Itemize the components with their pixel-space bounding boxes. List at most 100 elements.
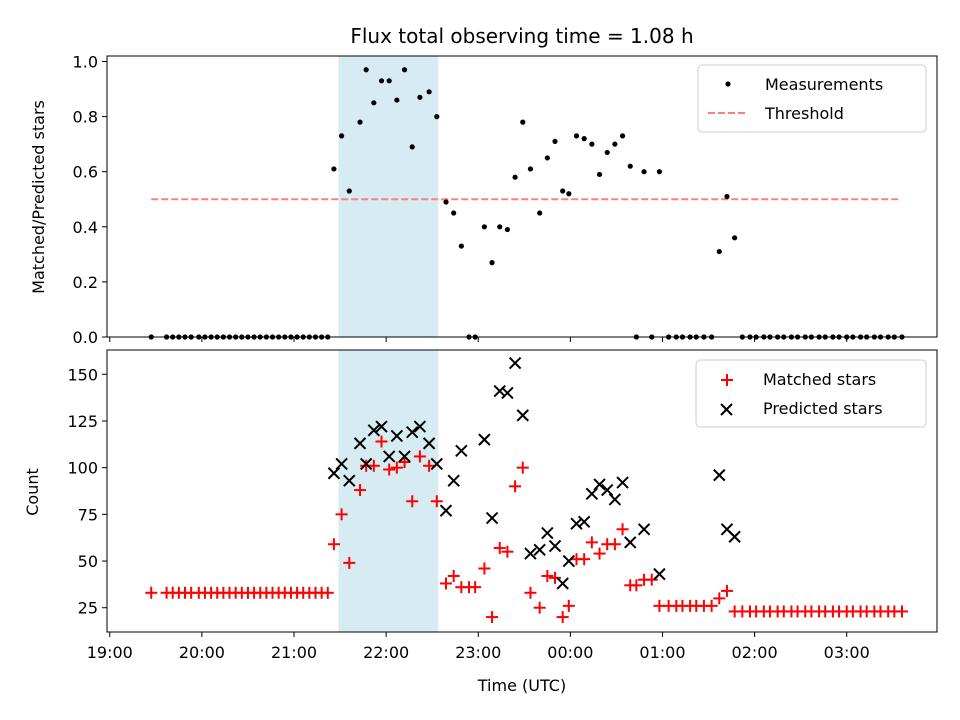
predicted-star-point — [398, 450, 411, 463]
predicted-star-point — [616, 476, 629, 489]
predicted-star-point — [493, 384, 506, 398]
measurement-point — [426, 89, 432, 95]
predicted-star-point — [624, 536, 637, 549]
matched-star-point — [630, 579, 643, 592]
predicted-star-point — [382, 450, 396, 463]
y-tick-label: 100 — [67, 459, 98, 478]
predicted-star-point — [406, 425, 419, 439]
measurement-point — [481, 224, 487, 230]
y-tick-label: 0.2 — [73, 273, 98, 292]
predicted-star-point — [570, 517, 583, 530]
matched-star-point — [585, 536, 598, 549]
bottom-legend-box — [695, 359, 927, 428]
measurement-point — [619, 133, 626, 139]
measurement-point — [363, 67, 369, 73]
x-axis-label: Time (UTC) — [477, 676, 566, 695]
predicted-star-point — [353, 437, 367, 450]
matched-star-point — [367, 459, 380, 472]
y-tick-label: 0.8 — [73, 108, 98, 127]
measurement-point — [489, 260, 495, 266]
y-tick-label: 150 — [67, 365, 98, 384]
measurement-point — [732, 235, 738, 241]
x-tick-label: 23:00 — [455, 643, 501, 662]
predicted-star-point — [562, 554, 576, 568]
matched-star-point — [354, 484, 367, 497]
matched-star-point — [398, 456, 411, 469]
top-x-axis-ticks — [109, 337, 848, 342]
bottom-x-axis-ticks: 19:00 20:00 21:00 22:00 23:00 00:00 01:00 02:00… — [87, 632, 870, 662]
y-tick-label: 25 — [78, 599, 98, 618]
predicted-star-point — [413, 420, 427, 433]
matched-star-point — [516, 461, 529, 474]
y-tick-label: 1.0 — [73, 53, 98, 72]
x-tick-label: 19:00 — [87, 643, 133, 662]
predicted-star-point — [585, 487, 599, 501]
predicted-star-point — [447, 474, 460, 487]
measurement-point — [497, 224, 503, 230]
matched-star-point — [562, 599, 575, 612]
predicted-star-point — [422, 437, 436, 450]
legend-label-predicted-stars: Predicted stars — [763, 399, 883, 418]
shaded-time-span — [338, 56, 439, 337]
predicted-star-point — [713, 468, 726, 482]
measurement-point — [527, 166, 534, 172]
measurement-point — [724, 193, 730, 200]
matched-star-point — [541, 569, 554, 582]
predicted-star-point — [359, 457, 373, 471]
matched-star-point — [705, 599, 718, 612]
predicted-star-point — [390, 429, 404, 443]
matched-star-point — [413, 450, 426, 463]
measurement-point — [371, 100, 377, 106]
measurement-point — [573, 133, 580, 139]
matched-star-point — [343, 556, 356, 569]
matched-star-point — [390, 461, 403, 474]
measurement-point — [434, 114, 440, 120]
x-tick-label: 03:00 — [824, 643, 870, 662]
bottom-legend: Matched stars Predicted stars — [695, 359, 927, 428]
measurement-point — [589, 141, 595, 147]
matched-star-point — [486, 611, 499, 624]
predicted-star-point — [439, 504, 453, 517]
measurement-point — [544, 155, 550, 161]
matched-star-point — [578, 553, 591, 566]
measurement-point — [716, 248, 722, 255]
predicted-star-point — [524, 547, 537, 560]
matched-star-point — [895, 605, 908, 618]
measurement-point — [394, 97, 400, 103]
top-y-axis-ticks: 0.0 0.2 0.4 0.6 0.8 1.0 — [73, 53, 107, 347]
predicted-star-point — [577, 515, 591, 529]
matched-star-point — [478, 562, 491, 575]
legend-label-matched-stars: Matched stars — [763, 370, 876, 389]
predicted-star-point — [508, 356, 522, 370]
matched-star-point — [469, 581, 482, 594]
matched-star-point — [720, 584, 733, 597]
measurement-point — [596, 171, 603, 178]
matched-star-point — [616, 523, 629, 536]
y-tick-label: 0.0 — [73, 328, 98, 347]
matched-star-point — [383, 463, 396, 476]
bottom-y-axis-label: Count — [23, 468, 42, 516]
measurement-point — [537, 210, 543, 216]
matched-star-point — [327, 538, 340, 551]
matched-star-point — [645, 573, 658, 586]
predicted-star-point — [653, 567, 666, 581]
measurement-point — [641, 169, 647, 175]
predicted-star-point — [593, 478, 606, 491]
measurement-point — [451, 210, 457, 216]
matched-star-point — [556, 611, 569, 624]
measurement-point — [346, 188, 352, 194]
predicted-star-point — [343, 474, 356, 487]
measurement-point — [357, 119, 363, 125]
chart-title: Flux total observing time = 1.08 h — [350, 24, 693, 48]
predicted-star-point — [601, 483, 614, 497]
legend-marker-measurements — [725, 81, 731, 87]
predicted-star-point — [556, 577, 569, 590]
predicted-star-point — [501, 386, 514, 400]
matched-star-point — [608, 538, 621, 551]
matched-star-point — [375, 435, 388, 448]
measurement-point — [331, 166, 337, 172]
matched-star-point — [713, 592, 726, 605]
measurement-point — [560, 188, 566, 194]
legend-marker-predicted-stars — [720, 403, 733, 416]
